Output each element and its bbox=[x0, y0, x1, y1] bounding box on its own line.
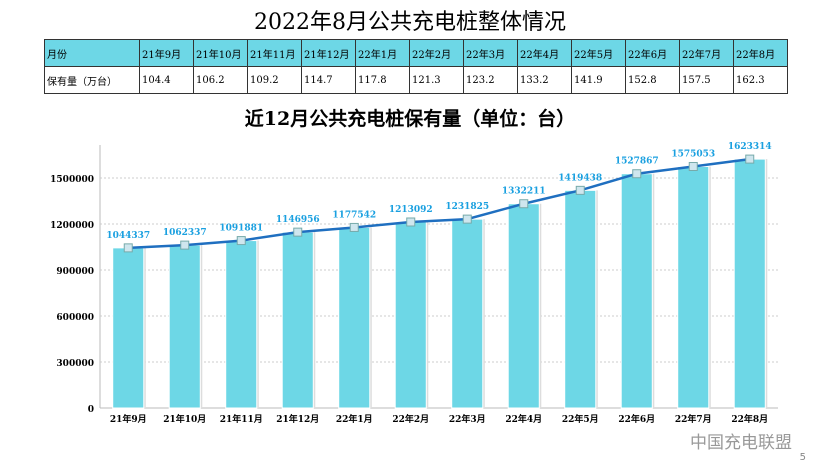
x-tick-label: 22年3月 bbox=[449, 413, 486, 425]
data-label: 1332211 bbox=[502, 187, 546, 197]
bar bbox=[677, 165, 710, 409]
data-point bbox=[180, 240, 190, 250]
data-label: 1419438 bbox=[558, 173, 602, 183]
x-tick-label: 22年6月 bbox=[618, 413, 655, 425]
data-label: 1231825 bbox=[445, 202, 489, 212]
data-point bbox=[688, 161, 698, 171]
x-tick-label: 21年11月 bbox=[220, 413, 263, 425]
month-cell: 22年2月 bbox=[409, 39, 464, 67]
data-label: 1177542 bbox=[332, 210, 376, 220]
bar bbox=[507, 203, 540, 409]
value-cell: 104.4 bbox=[139, 66, 194, 94]
data-label: 1146956 bbox=[276, 215, 320, 225]
y-tick-label: 1200000 bbox=[50, 221, 94, 231]
data-label: 1062337 bbox=[163, 228, 207, 238]
bar bbox=[225, 240, 258, 409]
bar bbox=[338, 226, 371, 409]
data-point bbox=[406, 217, 416, 227]
table-value-row: 保有量（万台） 104.4 106.2 109.2 114.7 117.8 121.3 123… bbox=[44, 66, 788, 94]
data-point bbox=[462, 214, 472, 224]
data-point bbox=[575, 185, 585, 195]
data-point bbox=[293, 227, 303, 237]
watermark: 中国充电联盟 bbox=[690, 433, 792, 453]
x-tick-label: 22年7月 bbox=[675, 413, 712, 425]
bar bbox=[394, 221, 427, 409]
bar bbox=[168, 244, 201, 409]
value-cell: 152.8 bbox=[625, 66, 680, 94]
value-cell: 123.2 bbox=[463, 66, 518, 94]
data-label: 1044337 bbox=[106, 231, 150, 241]
data-label: 1213092 bbox=[389, 205, 433, 215]
bar bbox=[733, 158, 766, 409]
value-cell: 141.9 bbox=[571, 66, 626, 94]
summary-table: 月份 21年9月 21年10月 21年11月 21年12月 22年1月 22年2月 22年3月… bbox=[44, 39, 788, 94]
x-tick-label: 21年10月 bbox=[163, 413, 206, 425]
value-cell: 117.8 bbox=[355, 66, 410, 94]
bar bbox=[451, 218, 484, 409]
data-point bbox=[519, 199, 529, 209]
x-tick-label: 22年4月 bbox=[505, 413, 542, 425]
month-cell: 22年7月 bbox=[679, 39, 734, 67]
bar bbox=[620, 173, 653, 409]
page-number: 5 bbox=[799, 452, 806, 463]
bar bbox=[281, 231, 314, 409]
y-tick-label: 300000 bbox=[56, 359, 94, 369]
data-point bbox=[236, 236, 246, 246]
month-cell: 21年9月 bbox=[139, 39, 194, 67]
table-header-row: 月份 21年9月 21年10月 21年11月 21年12月 22年1月 22年2月 22年3月… bbox=[44, 39, 788, 67]
month-cell: 22年5月 bbox=[571, 39, 626, 67]
page-title: 2022年8月公共充电桩整体情况 bbox=[254, 10, 566, 35]
bar bbox=[112, 247, 145, 409]
x-tick-label: 22年5月 bbox=[562, 413, 599, 425]
bar bbox=[564, 189, 597, 409]
month-cell: 21年12月 bbox=[301, 39, 356, 67]
y-tick-label: 900000 bbox=[56, 267, 94, 277]
month-cell: 22年8月 bbox=[733, 39, 788, 67]
value-cell: 106.2 bbox=[193, 66, 248, 94]
data-label: 1575053 bbox=[671, 149, 715, 159]
value-cell: 121.3 bbox=[409, 66, 464, 94]
x-tick-label: 22年2月 bbox=[392, 413, 429, 425]
x-tick-label: 21年12月 bbox=[276, 413, 319, 425]
data-label: 1091881 bbox=[219, 224, 263, 234]
value-cell: 162.3 bbox=[733, 66, 788, 94]
data-point bbox=[123, 243, 133, 253]
value-cell: 114.7 bbox=[301, 66, 356, 94]
x-tick-label: 22年8月 bbox=[731, 413, 768, 425]
data-point bbox=[745, 154, 755, 164]
trend-line bbox=[128, 157, 750, 250]
y-tick-label: 0 bbox=[88, 405, 94, 415]
x-tick-label: 22年1月 bbox=[336, 413, 373, 425]
data-point bbox=[349, 222, 359, 232]
y-tick-label: 600000 bbox=[56, 313, 94, 323]
data-label: 1527867 bbox=[615, 157, 659, 167]
x-tick-label: 21年9月 bbox=[110, 413, 147, 425]
value-cell: 109.2 bbox=[247, 66, 302, 94]
data-label: 1623314 bbox=[728, 142, 772, 152]
y-tick-label: 1500000 bbox=[50, 175, 94, 185]
data-point bbox=[632, 169, 642, 179]
row-header: 月份 bbox=[44, 39, 140, 67]
month-cell: 21年11月 bbox=[247, 39, 302, 67]
chart-title: 近12月公共充电桩保有量（单位：台） bbox=[244, 108, 576, 130]
